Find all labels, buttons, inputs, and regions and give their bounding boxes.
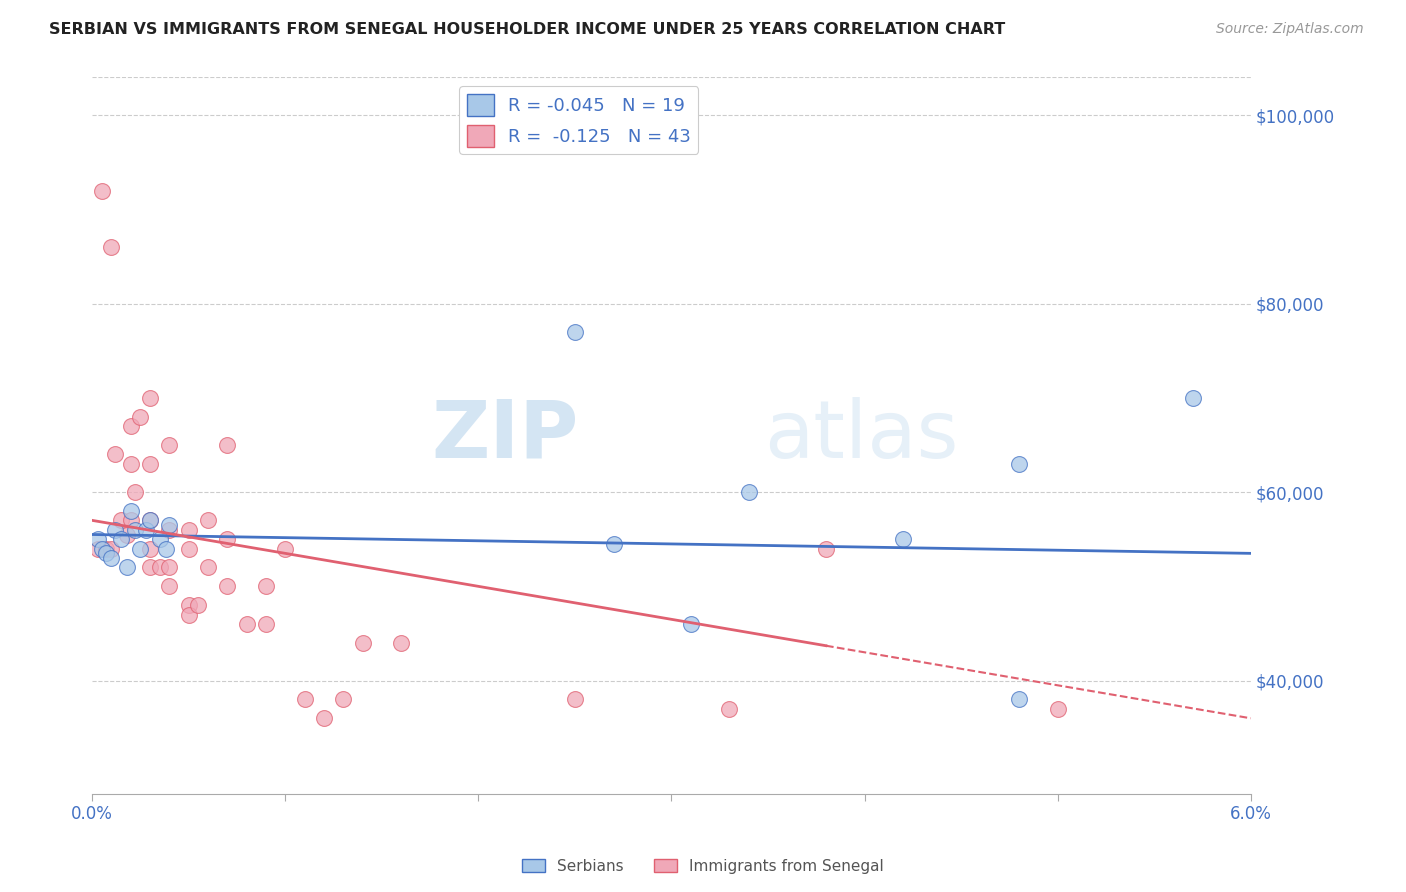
Point bbox=[100, 240, 122, 254]
Point bbox=[197, 513, 219, 527]
Point bbox=[155, 541, 177, 556]
Point bbox=[389, 636, 412, 650]
Point bbox=[738, 485, 761, 500]
Point bbox=[1181, 391, 1204, 405]
Legend: Serbians, Immigrants from Senegal: Serbians, Immigrants from Senegal bbox=[516, 853, 890, 880]
Point bbox=[679, 617, 702, 632]
Point bbox=[149, 560, 172, 574]
Point bbox=[139, 541, 162, 556]
Point bbox=[149, 533, 172, 547]
Point bbox=[135, 523, 157, 537]
Point bbox=[157, 579, 180, 593]
Point bbox=[1046, 702, 1069, 716]
Point bbox=[235, 617, 257, 632]
Point bbox=[110, 533, 132, 547]
Point bbox=[115, 560, 138, 574]
Point bbox=[94, 541, 117, 556]
Point bbox=[217, 579, 239, 593]
Point bbox=[129, 541, 152, 556]
Point bbox=[564, 325, 586, 339]
Point bbox=[254, 579, 277, 593]
Point bbox=[124, 485, 146, 500]
Point bbox=[87, 541, 110, 556]
Point bbox=[602, 537, 624, 551]
Point bbox=[90, 184, 112, 198]
Point bbox=[177, 598, 200, 612]
Point bbox=[120, 457, 142, 471]
Point bbox=[104, 447, 127, 461]
Point bbox=[294, 692, 316, 706]
Point bbox=[139, 513, 162, 527]
Point bbox=[564, 692, 586, 706]
Point bbox=[197, 560, 219, 574]
Point bbox=[139, 513, 162, 527]
Point bbox=[217, 533, 239, 547]
Point bbox=[120, 419, 142, 434]
Point bbox=[115, 527, 138, 541]
Point bbox=[187, 598, 209, 612]
Point bbox=[332, 692, 354, 706]
Point bbox=[87, 533, 110, 547]
Point bbox=[100, 551, 122, 566]
Point bbox=[120, 504, 142, 518]
Point bbox=[1008, 457, 1031, 471]
Point bbox=[891, 533, 914, 547]
Legend: R = -0.045   N = 19, R =  -0.125   N = 43: R = -0.045 N = 19, R = -0.125 N = 43 bbox=[460, 87, 699, 154]
Text: atlas: atlas bbox=[765, 397, 959, 475]
Point bbox=[120, 513, 142, 527]
Text: SERBIAN VS IMMIGRANTS FROM SENEGAL HOUSEHOLDER INCOME UNDER 25 YEARS CORRELATION: SERBIAN VS IMMIGRANTS FROM SENEGAL HOUSE… bbox=[49, 22, 1005, 37]
Point bbox=[312, 711, 335, 725]
Point bbox=[157, 518, 180, 533]
Point bbox=[139, 391, 162, 405]
Text: ZIP: ZIP bbox=[432, 397, 579, 475]
Point bbox=[124, 523, 146, 537]
Text: Source: ZipAtlas.com: Source: ZipAtlas.com bbox=[1216, 22, 1364, 37]
Point bbox=[139, 560, 162, 574]
Point bbox=[177, 523, 200, 537]
Point bbox=[129, 409, 152, 424]
Point bbox=[139, 457, 162, 471]
Point bbox=[814, 541, 837, 556]
Point bbox=[718, 702, 741, 716]
Point bbox=[177, 541, 200, 556]
Point bbox=[90, 541, 112, 556]
Point bbox=[352, 636, 374, 650]
Point bbox=[1008, 692, 1031, 706]
Point bbox=[110, 513, 132, 527]
Point bbox=[274, 541, 297, 556]
Point bbox=[157, 560, 180, 574]
Point bbox=[157, 438, 180, 452]
Point bbox=[254, 617, 277, 632]
Point bbox=[100, 541, 122, 556]
Point bbox=[177, 607, 200, 622]
Point bbox=[104, 523, 127, 537]
Point bbox=[157, 523, 180, 537]
Point bbox=[94, 546, 117, 560]
Point bbox=[217, 438, 239, 452]
